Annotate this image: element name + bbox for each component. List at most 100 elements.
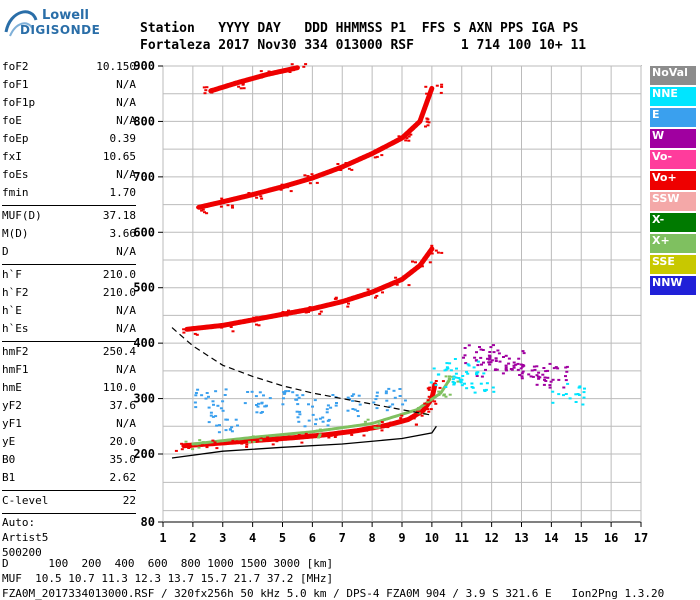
echo-point (400, 278, 404, 281)
echo-point (549, 380, 553, 383)
echo-point (465, 387, 469, 390)
echo-point (230, 430, 234, 433)
param-value: 1.70 (109, 186, 137, 199)
echo-point (393, 396, 397, 399)
echo-point (416, 407, 420, 410)
echo-point (237, 85, 241, 88)
echo-point (548, 384, 552, 387)
legend-item: SSE (650, 255, 696, 274)
param-row: h`F 210.0 (2, 266, 136, 284)
echo-point (425, 92, 429, 95)
echo-point (564, 379, 568, 382)
footer-distance: D 100 200 400 600 800 1000 1500 3000 [km… (2, 557, 334, 570)
echo-point (194, 392, 198, 394)
echo-point (578, 385, 582, 388)
echo-point (420, 265, 424, 268)
echo-point (517, 357, 521, 360)
echo-point (533, 368, 537, 371)
echo-point (436, 251, 440, 254)
echo-point (298, 413, 302, 416)
footer-file-info: FZA0M_2017334013000.RSF / 320fx256h 50 k… (2, 587, 665, 600)
echo-point (444, 386, 448, 388)
echo-point (218, 424, 221, 427)
logo-line1: Lowell (42, 8, 89, 23)
echo-point (217, 323, 221, 326)
echo-point (294, 398, 298, 401)
echo-point (193, 332, 197, 335)
echo-point (507, 362, 511, 365)
echo-point (476, 364, 480, 367)
echo-point (409, 133, 413, 136)
echo-point (219, 205, 223, 208)
echo-point (182, 331, 186, 334)
param-row: h`F2 210.0 (2, 284, 136, 302)
echo-point (455, 367, 458, 370)
echo-point (496, 349, 500, 352)
echo-point (403, 399, 407, 402)
param-value: 35.0 (109, 453, 137, 466)
echo-point (306, 175, 310, 178)
echo-point (542, 383, 546, 386)
echo-point (494, 357, 498, 360)
echo-point (437, 373, 441, 376)
echo-point (285, 186, 289, 189)
param-separator (2, 205, 136, 206)
echo-point (308, 182, 312, 185)
param-row: M(D) 3.66 (2, 225, 136, 243)
param-value: N/A (116, 304, 136, 317)
echo-point (434, 249, 438, 252)
echo-point (260, 316, 264, 319)
echo-point (476, 360, 480, 363)
echo-point (275, 440, 279, 443)
echo-point (235, 440, 239, 443)
param-row: yF2 37.6 (2, 397, 136, 415)
echo-point (377, 423, 381, 426)
echo-point (255, 323, 258, 326)
echo-point (445, 366, 449, 369)
echo-point (536, 375, 540, 378)
echo-point (440, 83, 444, 86)
echo-point (565, 365, 569, 368)
echo-point (214, 390, 218, 393)
echo-point (548, 386, 552, 389)
echo-point (270, 73, 274, 76)
echo-point (262, 394, 265, 397)
echo-point (497, 352, 501, 355)
echo-point (180, 448, 184, 451)
echo-point (205, 392, 209, 394)
x-tick-label: 3 (219, 531, 226, 545)
echo-point (304, 311, 308, 314)
legend-item: NNE (650, 87, 696, 106)
echo-point (267, 70, 271, 73)
echo-point (314, 423, 317, 426)
echo-point (387, 387, 391, 390)
param-value: 10.65 (102, 150, 136, 163)
echo-point (535, 365, 539, 368)
echo-point (242, 87, 246, 90)
y-tick-label: 200 (133, 447, 155, 461)
echo-point (425, 120, 429, 123)
echo-point (372, 401, 376, 404)
echo-point (209, 414, 213, 417)
echo-point (487, 358, 491, 361)
param-value: 250.4 (102, 345, 136, 358)
echo-point (287, 312, 291, 315)
echo-point (379, 424, 383, 427)
echo-point (374, 398, 378, 401)
echo-point (529, 375, 533, 378)
echo-point (489, 361, 493, 364)
echo-point (470, 382, 474, 385)
param-row: MUF(D) 37.18 (2, 207, 136, 225)
echo-point (351, 408, 355, 410)
echo-point (473, 391, 477, 394)
param-row: foF1p N/A (2, 94, 136, 112)
echo-point (257, 324, 261, 327)
echo-point (521, 370, 525, 373)
y-tick-label: 400 (133, 336, 155, 350)
echo-point (205, 212, 209, 215)
echo-point (452, 375, 456, 378)
echo-point (209, 411, 213, 414)
param-name: hmF1 (2, 363, 29, 376)
echo-point (220, 197, 224, 200)
echo-point (451, 380, 455, 383)
